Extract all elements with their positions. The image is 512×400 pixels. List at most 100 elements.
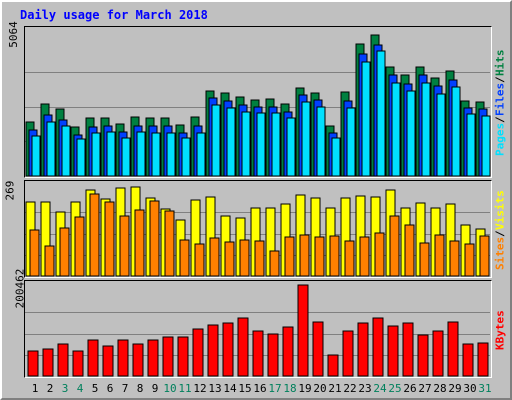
sites-bar xyxy=(464,243,475,277)
kbytes-bar xyxy=(102,345,114,377)
sites-bar xyxy=(329,235,340,277)
kbytes-bar xyxy=(312,321,324,377)
kbytes-bar xyxy=(147,339,159,377)
x-tick-label: 20 xyxy=(313,382,327,395)
sites-bar xyxy=(254,240,265,277)
kbytes-bar xyxy=(87,339,99,377)
x-tick-label: 9 xyxy=(151,382,159,395)
x-tick-label: 5 xyxy=(91,382,99,395)
pages-bar xyxy=(181,137,191,177)
kbytes-bar xyxy=(462,343,474,377)
kbytes-bar xyxy=(357,322,369,377)
pages-bar xyxy=(316,106,326,177)
x-tick-label: 23 xyxy=(358,382,372,395)
pages-bar xyxy=(166,132,176,177)
kbytes-bar xyxy=(267,333,279,377)
sites-bar xyxy=(149,200,160,277)
sites-bar xyxy=(434,234,445,277)
kbytes-bar xyxy=(387,325,399,377)
x-tick-label: 18 xyxy=(283,382,297,395)
pages-bar xyxy=(136,131,146,177)
pages-bar xyxy=(301,101,311,177)
pages-bar xyxy=(91,132,101,177)
sites-bar xyxy=(29,229,40,277)
kbytes-bar xyxy=(432,330,444,377)
sites-bar xyxy=(359,236,370,277)
kbytes-bar xyxy=(237,317,249,377)
sites-bar xyxy=(104,201,115,277)
kbytes-bar xyxy=(222,322,234,377)
pages-bar xyxy=(121,137,131,177)
sites-bar xyxy=(269,250,280,277)
x-tick-label: 29 xyxy=(448,382,462,395)
x-tick-label: 17 xyxy=(268,382,282,395)
x-tick-label: 19 xyxy=(298,382,312,395)
pages-bar xyxy=(256,112,266,177)
chart-title: Daily usage for March 2018 xyxy=(20,8,208,22)
kbytes-bar xyxy=(447,321,459,377)
x-tick-label: 2 xyxy=(46,382,54,395)
kbytes-bar xyxy=(282,326,294,377)
x-tick-label: 28 xyxy=(433,382,447,395)
pages-bar xyxy=(286,117,296,177)
sites-bar xyxy=(59,227,70,277)
x-tick-label: 16 xyxy=(253,382,267,395)
sites-bar xyxy=(89,193,100,277)
kbytes-bar xyxy=(162,336,174,377)
kbytes-bar xyxy=(372,317,384,377)
kbytes-bar xyxy=(417,334,429,377)
sites-bar xyxy=(164,210,175,277)
kbytes-bar xyxy=(402,322,414,377)
pages-bar xyxy=(211,104,221,177)
x-tick-label: 25 xyxy=(388,382,402,395)
pages-bar xyxy=(376,50,386,177)
x-tick-label: 10 xyxy=(163,382,177,395)
sites-bar xyxy=(374,232,385,277)
kbytes-bar xyxy=(342,330,354,377)
kbytes-bar xyxy=(327,354,339,377)
x-axis: 1 2 3 4 5 6 7 8 9 10 11 12 13 14 15 16 17 18 19 20 21 22 23 24 2… xyxy=(24,382,492,396)
x-tick-label: 24 xyxy=(373,382,387,395)
kbytes-bar xyxy=(252,330,264,377)
sites-bar xyxy=(239,239,250,277)
sites-bar xyxy=(74,216,85,277)
x-tick-label: 7 xyxy=(121,382,129,395)
x-tick-label: 15 xyxy=(238,382,252,395)
kbytes-bar xyxy=(207,324,219,377)
sites-bar xyxy=(224,241,235,277)
kbytes-bar xyxy=(477,342,489,377)
pages-bar xyxy=(61,125,71,177)
x-tick-label: 8 xyxy=(136,382,144,395)
pages-bar xyxy=(151,132,161,177)
x-tick-label: 11 xyxy=(178,382,192,395)
sites-bar xyxy=(194,243,205,277)
kbytes-bar xyxy=(177,336,189,377)
sites-bar xyxy=(344,240,355,277)
pages-bar xyxy=(391,82,401,177)
pages-bar xyxy=(31,135,41,177)
kbytes-bar xyxy=(57,343,69,377)
pages-bar xyxy=(46,121,56,177)
x-tick-label: 21 xyxy=(328,382,342,395)
pages-bar xyxy=(241,111,251,177)
sites-bar xyxy=(419,242,430,277)
kbytes-bar xyxy=(297,284,309,377)
kbytes-bar xyxy=(42,348,54,377)
kbytes-bar xyxy=(132,343,144,377)
kbytes-bar xyxy=(72,350,84,377)
x-tick-label: 3 xyxy=(61,382,69,395)
x-tick-label: 13 xyxy=(208,382,222,395)
x-tick-label: 1 xyxy=(31,382,39,395)
sites-bar xyxy=(209,237,220,277)
pages-bar xyxy=(481,115,491,177)
kbytes-bar xyxy=(192,328,204,377)
pages-bar xyxy=(406,90,416,177)
sites-bar xyxy=(179,239,190,277)
x-tick-label: 6 xyxy=(106,382,114,395)
sites-bar xyxy=(284,236,295,277)
pages-bar xyxy=(451,86,461,177)
x-tick-label: 22 xyxy=(343,382,357,395)
pages-bar xyxy=(196,132,206,177)
x-tick-label: 31 xyxy=(478,382,492,395)
pages-bar xyxy=(331,137,341,177)
